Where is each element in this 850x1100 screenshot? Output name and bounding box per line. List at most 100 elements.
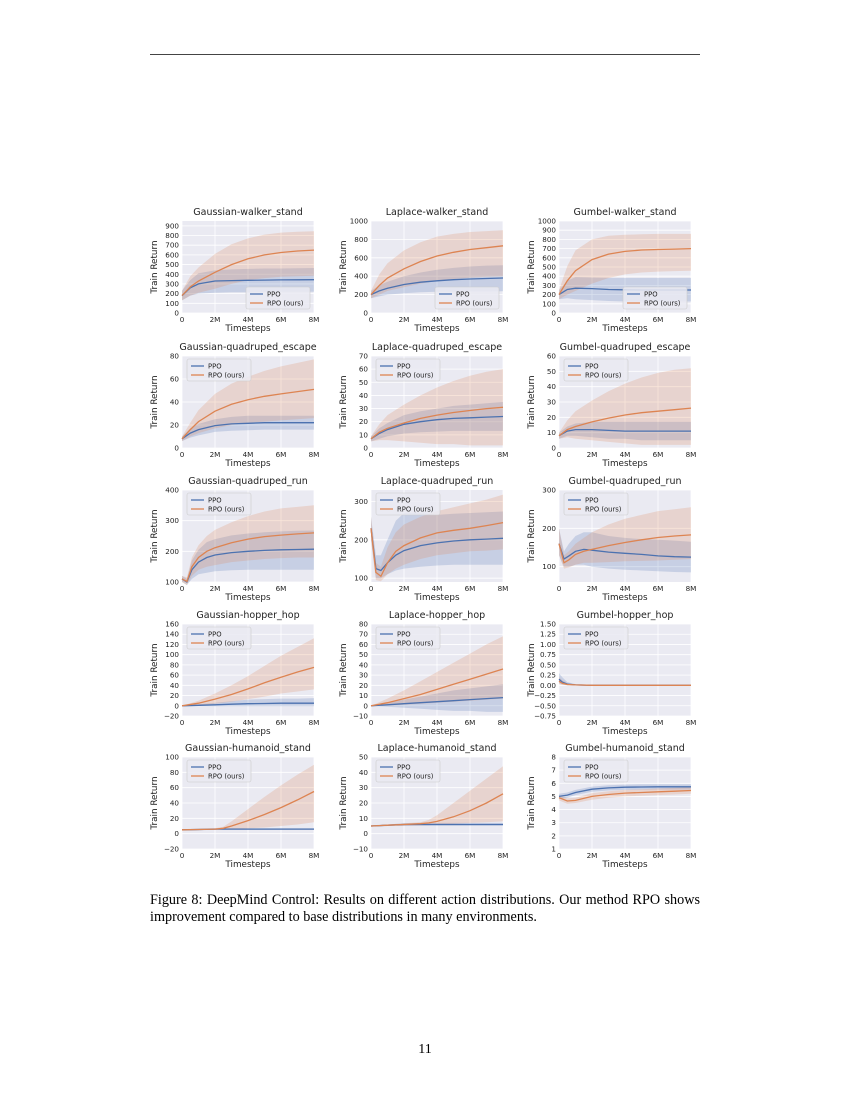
y-tick-label: 60: [359, 365, 369, 374]
x-tick-label: 4M: [620, 315, 631, 324]
x-tick-label: 8M: [309, 315, 320, 324]
x-tick-label: 2M: [210, 450, 221, 459]
chart-title: Gumbel-quadruped_run: [568, 476, 681, 487]
legend-ppo-label: PPO: [267, 291, 281, 299]
y-tick-label: 600: [542, 253, 556, 262]
legend-ppo-label: PPO: [585, 764, 599, 772]
y-axis-label: Train Return: [150, 509, 160, 563]
x-axis-label: Timesteps: [413, 860, 460, 870]
y-tick-label: 800: [165, 231, 179, 240]
y-tick-label: 5: [551, 792, 556, 801]
x-tick-label: 0: [557, 315, 562, 324]
x-tick-label: 8M: [498, 450, 509, 459]
x-tick-label: 8M: [686, 450, 697, 459]
series-line-ppo: [181, 548, 315, 583]
y-tick-label: 0: [363, 309, 368, 318]
legend-rpo-label: RPO (ours): [208, 773, 245, 781]
y-tick-label: 100: [542, 562, 556, 571]
band-ppo: [371, 402, 503, 442]
legend-rpo-label: RPO (ours): [208, 372, 245, 380]
band-rpo: [559, 368, 691, 445]
y-tick-label: 30: [547, 398, 557, 407]
series-line-ppo: [181, 702, 314, 707]
x-tick-label: 0: [369, 718, 374, 727]
x-tick-label: 8M: [498, 851, 509, 860]
y-tick-label: −10: [353, 845, 369, 854]
x-tick-label: 6M: [653, 315, 664, 324]
x-axis-label: Timesteps: [224, 459, 271, 469]
x-tick-label: 2M: [399, 851, 410, 860]
y-axis-label: Train Return: [339, 375, 349, 429]
y-tick-label: 40: [170, 398, 180, 407]
x-tick-label: 2M: [210, 315, 221, 324]
x-tick-label: 2M: [210, 718, 221, 727]
band-ppo: [371, 684, 503, 712]
y-tick-label: −0.25: [534, 691, 556, 700]
y-tick-label: 30: [359, 404, 369, 413]
x-axis-label: Timesteps: [601, 593, 648, 603]
chart-1: Gaussian-walker_stand 0100200300400500600…: [150, 207, 319, 334]
y-tick-label: 80: [170, 352, 180, 361]
x-tick-label: 2M: [587, 718, 598, 727]
chart-title: Gaussian-humanoid_stand: [185, 743, 311, 754]
x-tick-label: 2M: [399, 315, 410, 324]
y-tick-label: 800: [354, 235, 368, 244]
series-line-rpo: [558, 680, 691, 686]
y-tick-label: 160: [165, 620, 179, 629]
series-line-rpo: [370, 668, 504, 707]
x-tick-label: 6M: [653, 450, 664, 459]
y-tick-label: 600: [165, 250, 179, 259]
y-axis-label: Train Return: [527, 240, 537, 294]
x-tick-label: 2M: [587, 450, 598, 459]
y-tick-label: 0: [363, 829, 368, 838]
x-tick-label: 0: [369, 584, 374, 593]
y-tick-label: 100: [165, 753, 179, 762]
x-tick-label: 6M: [276, 851, 287, 860]
x-tick-label: 0: [180, 851, 185, 860]
y-tick-label: 300: [542, 486, 556, 495]
chart-6: Gumbel-quadruped_escape 0 10 20 30 40 50 60 0 2M 4…: [527, 342, 696, 469]
x-tick-label: 2M: [210, 851, 221, 860]
series-line-rpo: [370, 406, 504, 440]
header-rule: [150, 54, 700, 55]
x-tick-label: 4M: [243, 851, 254, 860]
y-tick-label: 60: [547, 352, 557, 361]
x-tick-label: 0: [180, 315, 185, 324]
band-rpo: [371, 369, 503, 446]
x-axis-label: Timesteps: [601, 860, 648, 870]
y-tick-label: 40: [359, 660, 369, 669]
y-axis-label: Train Return: [150, 776, 160, 830]
legend-ppo-label: PPO: [208, 363, 222, 371]
x-tick-label: 8M: [309, 584, 320, 593]
y-tick-label: 70: [359, 630, 369, 639]
x-tick-label: 6M: [465, 851, 476, 860]
series-line-rpo: [181, 249, 315, 297]
x-tick-label: 6M: [653, 584, 664, 593]
y-tick-label: 100: [354, 574, 368, 583]
band-rpo: [371, 636, 503, 706]
y-tick-label: −0.75: [534, 712, 556, 721]
x-tick-label: 4M: [243, 718, 254, 727]
x-tick-label: 4M: [620, 851, 631, 860]
y-axis-label: Train Return: [527, 643, 537, 697]
x-tick-label: 2M: [399, 718, 410, 727]
y-tick-label: 50: [547, 367, 557, 376]
x-axis-label: Timesteps: [224, 860, 271, 870]
x-tick-label: 4M: [432, 718, 443, 727]
band-rpo: [371, 230, 503, 299]
band-ppo: [182, 530, 314, 586]
series-line-rpo: [370, 793, 504, 827]
y-tick-label: 700: [165, 241, 179, 250]
y-axis-label: Train Return: [339, 643, 349, 697]
y-tick-label: 1000: [538, 217, 557, 226]
chart-3: Gumbel-walker_stand 010020030040050060070…: [527, 207, 696, 334]
x-tick-label: 8M: [498, 584, 509, 593]
y-axis-label: Train Return: [339, 240, 349, 294]
y-tick-label: 0: [174, 444, 179, 453]
y-tick-label: 20: [359, 417, 369, 426]
legend-ppo-label: PPO: [456, 291, 470, 299]
y-axis-label: Train Return: [527, 776, 537, 830]
x-tick-label: 8M: [686, 584, 697, 593]
y-tick-label: 20: [359, 681, 369, 690]
y-tick-label: 0: [363, 444, 368, 453]
